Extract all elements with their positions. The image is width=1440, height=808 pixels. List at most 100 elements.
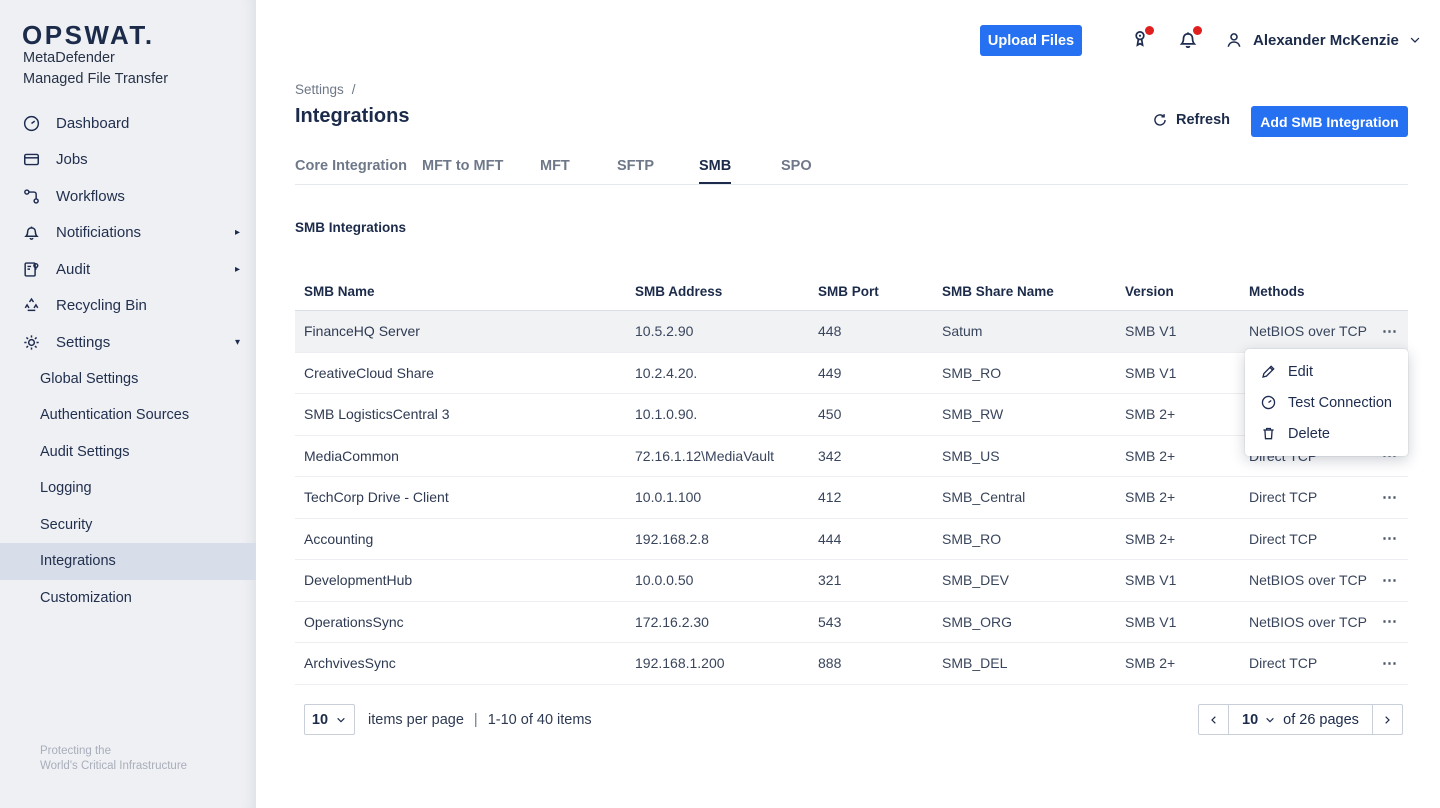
cell-port: 321 <box>818 572 842 589</box>
chevron-right-icon: ▸ <box>234 227 240 239</box>
refresh-button[interactable]: Refresh <box>1152 112 1230 128</box>
table-row[interactable]: TechCorp Drive - Client 10.0.1.100 412 SMB_… <box>295 477 1408 519</box>
sidebar-item-notificiations[interactable]: Notificiations ▸ <box>0 215 256 252</box>
method-value: NetBIOS over TCP <box>1249 323 1368 340</box>
pages-total-label: of 26 pages <box>1283 711 1359 728</box>
tab-bar: Core Integration MFT to MFT MFT SFTP SMB SPO <box>295 158 1408 185</box>
license-icon[interactable] <box>1129 26 1154 52</box>
cell-method: Direct TCP ⋯ <box>1240 531 1408 547</box>
sidebar-item-workflows[interactable]: Workflows <box>0 178 256 215</box>
sidebar-item-label: Settings <box>56 333 111 351</box>
tab-mft[interactable]: MFT <box>540 158 570 174</box>
cell-version: SMB 2+ <box>1125 655 1176 672</box>
method-value: Direct TCP <box>1249 489 1318 506</box>
row-actions-button[interactable]: ⋯ <box>1382 655 1398 672</box>
cell-share: SMB_Central <box>942 489 1026 506</box>
cell-name: TechCorp Drive - Client <box>304 489 449 506</box>
brand-tagline: Protecting the World's Critical Infrastr… <box>40 745 188 772</box>
sidebar-item-label: Dashboard <box>56 114 130 132</box>
items-per-page-select[interactable]: 10 <box>304 704 355 735</box>
gauge-icon <box>1260 394 1277 411</box>
cell-port: 543 <box>818 613 842 630</box>
cell-address: 192.168.1.200 <box>635 655 725 672</box>
jobs-icon <box>22 150 41 169</box>
cell-version: SMB V1 <box>1125 613 1177 630</box>
user-menu[interactable]: Alexander McKenzie <box>1224 28 1422 52</box>
breadcrumb: Settings / <box>295 82 356 97</box>
tab-sftp[interactable]: SFTP <box>617 158 655 174</box>
prev-page-button[interactable] <box>1199 705 1228 734</box>
cell-name: ArchvivesSync <box>304 655 396 672</box>
row-actions-button[interactable]: ⋯ <box>1382 572 1398 589</box>
menu-item-edit[interactable]: Edit <box>1245 356 1408 387</box>
cell-address: 10.0.1.100 <box>635 489 702 506</box>
cell-port: 444 <box>818 530 842 547</box>
table-row[interactable]: DevelopmentHub 10.0.0.50 321 SMB_DEV SMB V1 N… <box>295 560 1408 602</box>
row-actions-button[interactable]: ⋯ <box>1382 489 1398 506</box>
sidebar-item-jobs[interactable]: Jobs <box>0 142 256 179</box>
cell-address: 172.16.2.30 <box>635 613 709 630</box>
method-value: Direct TCP <box>1249 530 1318 547</box>
cell-share: SMB_DEL <box>942 655 1008 672</box>
chevron-left-icon <box>1210 715 1216 724</box>
sidebar-subitem-global-settings[interactable]: Global Settings <box>40 370 139 387</box>
method-value: NetBIOS over TCP <box>1249 572 1368 589</box>
table-row[interactable]: OperationsSync 172.16.2.30 543 SMB_ORG SMB V… <box>295 602 1408 643</box>
row-actions-button[interactable]: ⋯ <box>1382 530 1398 547</box>
row-actions-button[interactable]: ⋯ <box>1382 323 1398 340</box>
column-header-smb-address: SMB Address <box>635 283 723 299</box>
cell-name: SMB LogisticsCentral 3 <box>304 406 450 423</box>
table-row[interactable]: FinanceHQ Server 10.5.2.90 448 Satum SMB V1 N… <box>295 311 1408 353</box>
range-label: 1-10 of 40 items <box>487 711 592 728</box>
tab-spo[interactable]: SPO <box>781 158 812 174</box>
sidebar-subitem-audit-settings[interactable]: Audit Settings <box>40 443 130 460</box>
cell-share: SMB_DEV <box>942 572 1009 589</box>
breadcrumb-settings[interactable]: Settings <box>295 82 344 97</box>
cell-share: SMB_ORG <box>942 613 1013 630</box>
opswat-logo: OPSWAT. <box>22 20 155 50</box>
sidebar-item-dashboard[interactable]: Dashboard <box>0 105 256 142</box>
cell-share: SMB_RO <box>942 530 1002 547</box>
table-row[interactable]: SMB LogisticsCentral 3 10.1.0.90. 450 SMB_R… <box>295 394 1408 436</box>
cell-port: 448 <box>818 323 842 340</box>
tab-smb[interactable]: SMB <box>699 158 732 184</box>
sidebar-item-recycling-bin[interactable]: Recycling Bin <box>0 288 256 325</box>
bell-icon[interactable] <box>1177 26 1202 52</box>
tab-mft-to-mft[interactable]: MFT to MFT <box>422 158 504 174</box>
table-row[interactable]: CreativeCloud Share 10.2.4.20. 449 SMB_RO SM… <box>295 353 1408 394</box>
sidebar-item-audit[interactable]: Audit ▸ <box>0 251 256 288</box>
column-header-methods: Methods <box>1249 283 1305 299</box>
table-row[interactable]: MediaCommon 72.16.1.12\MediaVault 342 SMB_U… <box>295 436 1408 477</box>
tab-core-integration[interactable]: Core Integration <box>295 158 407 174</box>
cell-address: 72.16.1.12\MediaVault <box>635 447 775 464</box>
next-page-button[interactable] <box>1373 705 1402 734</box>
sidebar-subitem-logging[interactable]: Logging <box>40 480 92 497</box>
table-row[interactable]: Accounting 192.168.2.8 444 SMB_RO SMB 2+ Dire… <box>295 519 1408 560</box>
menu-item-test-connection[interactable]: Test Connection <box>1245 387 1408 418</box>
menu-item-delete[interactable]: Delete <box>1245 418 1408 449</box>
page-number-select[interactable]: 10 <box>1242 712 1276 728</box>
table-header-row: SMB Name SMB Address SMB Port SMB Share Nam… <box>295 272 1408 311</box>
product-line2: Managed File Transfer <box>23 70 169 87</box>
add-smb-integration-button[interactable]: Add SMB Integration <box>1251 106 1408 137</box>
row-actions-button[interactable]: ⋯ <box>1382 613 1398 630</box>
sidebar-item-label: Audit <box>56 260 91 278</box>
smb-integrations-table: SMB Name SMB Address SMB Port SMB Share Nam… <box>295 272 1408 685</box>
sidebar-subitem-security[interactable]: Security <box>40 516 93 533</box>
sidebar-subitem-customization[interactable]: Customization <box>40 589 132 606</box>
cell-name: FinanceHQ Server <box>304 323 420 340</box>
page-indicator: 10 of 26 pages <box>1228 705 1373 734</box>
sidebar-subitem-authentication-sources[interactable]: Authentication Sources <box>40 407 190 424</box>
table-row[interactable]: ArchvivesSync 192.168.1.200 888 SMB_DEL SMB … <box>295 643 1408 685</box>
recycle-icon <box>22 296 41 315</box>
sidebar-subitem-integrations[interactable]: Integrations <box>0 543 256 580</box>
items-per-page-label: items per page | 1-10 of 40 items <box>368 711 592 728</box>
trash-icon <box>1260 425 1277 442</box>
chevron-down-icon <box>1410 37 1420 43</box>
upload-files-button[interactable]: Upload Files <box>980 25 1082 56</box>
sidebar-item-label: Jobs <box>56 151 88 169</box>
chevron-right-icon <box>1385 715 1391 724</box>
cell-name: OperationsSync <box>304 613 404 630</box>
sidebar-item-settings[interactable]: Settings ▾ <box>0 324 256 361</box>
cell-version: SMB 2+ <box>1125 530 1176 547</box>
